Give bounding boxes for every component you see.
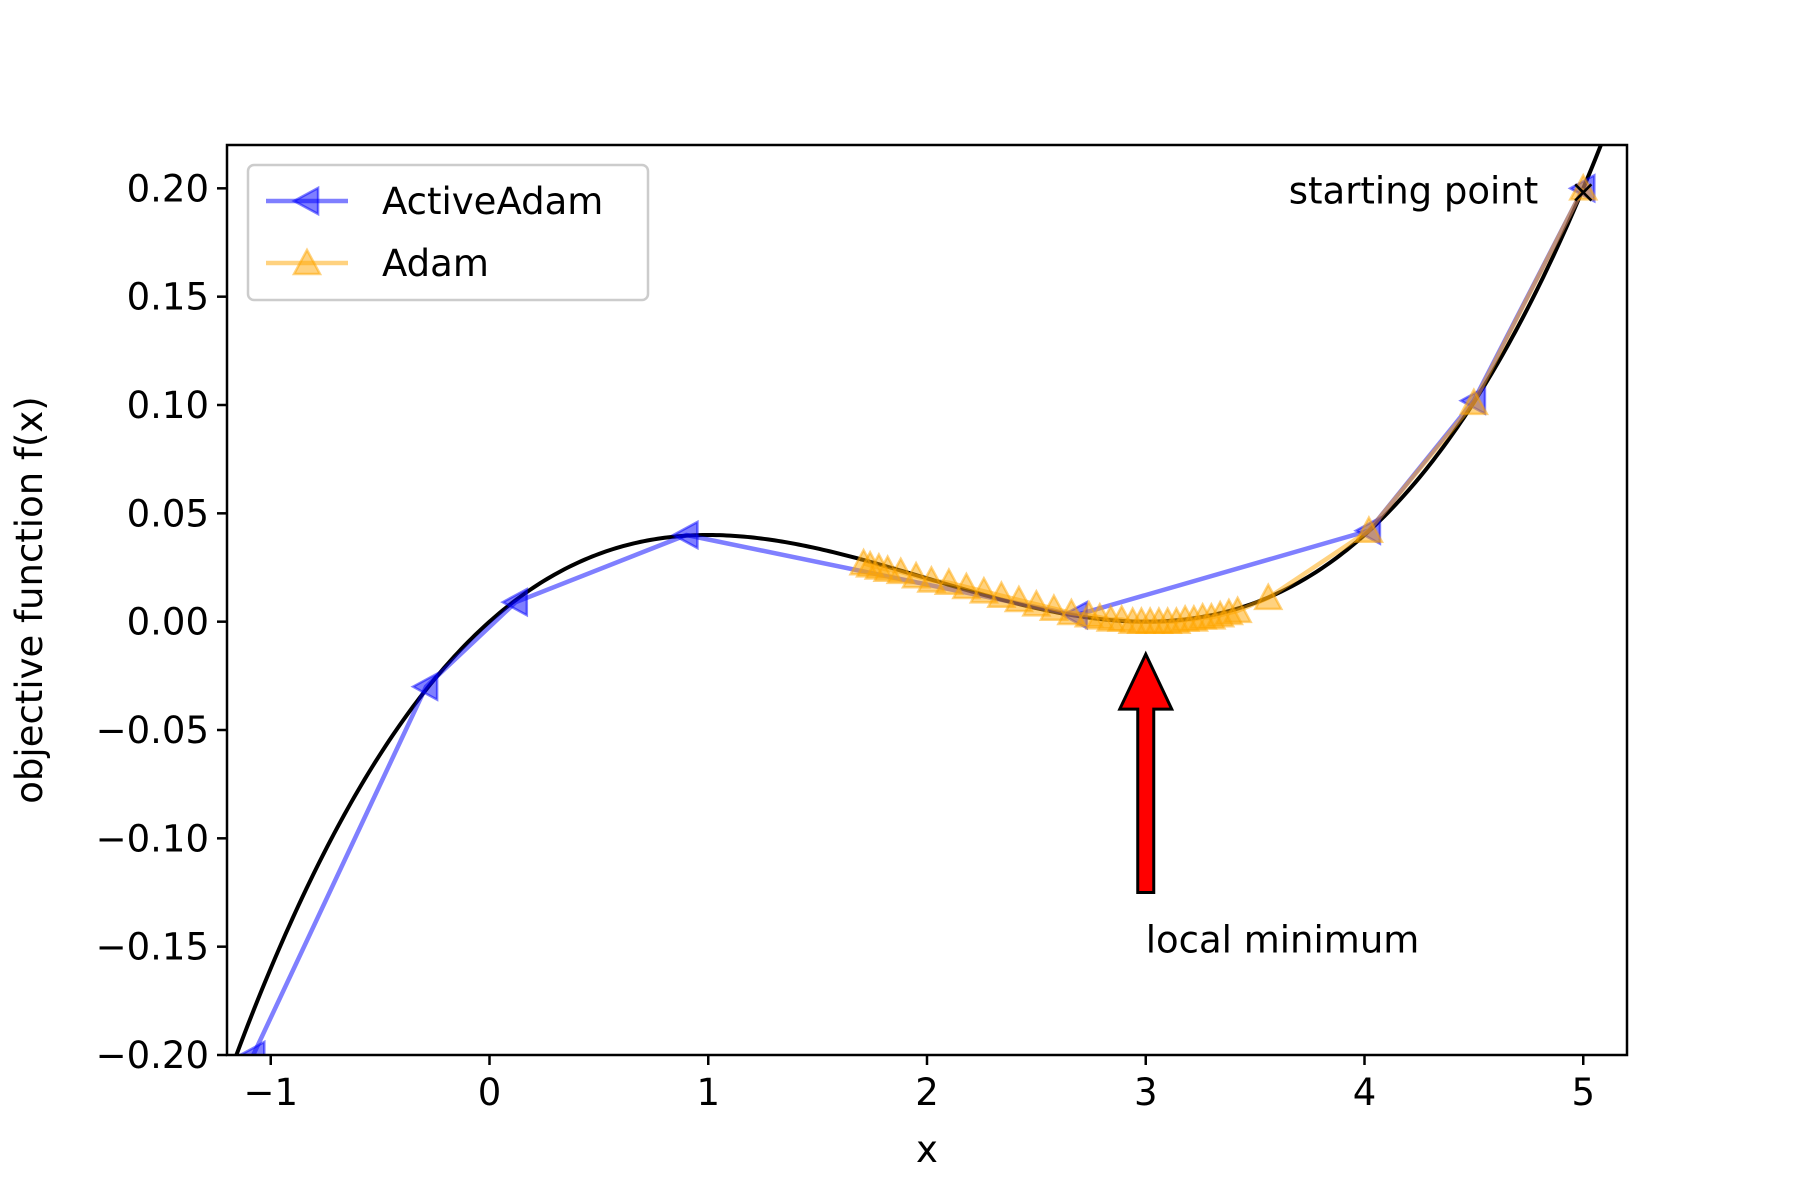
legend-marker-activeadam <box>291 185 320 217</box>
y-tick-label: 0.15 <box>127 276 209 319</box>
data-point-activeadam <box>410 671 439 702</box>
y-tick-label: −0.05 <box>96 709 209 752</box>
x-axis-label: x <box>916 1128 938 1171</box>
x-tick-label: 1 <box>696 1071 720 1114</box>
y-tick-label: 0.20 <box>127 167 209 210</box>
y-tick-label: 0.10 <box>127 384 209 427</box>
legend-item-adam: Adam <box>266 242 489 285</box>
y-tick-label: 0.00 <box>127 601 209 644</box>
legend-item-activeadam: ActiveAdam <box>266 180 603 223</box>
x-tick-label: 0 <box>478 1071 502 1114</box>
data-point-adam <box>848 547 879 576</box>
x-tick-label: −1 <box>243 1071 298 1114</box>
legend-label-activeadam: ActiveAdam <box>382 180 603 223</box>
legend-marker-adam <box>291 247 323 276</box>
x-tick-label: 3 <box>1134 1071 1158 1114</box>
x-tick-label: 4 <box>1353 1071 1377 1114</box>
local-minimum-arrow <box>1117 650 1175 894</box>
y-axis-label: objective function f(x) <box>8 396 51 803</box>
legend-label-adam: Adam <box>382 242 489 285</box>
data-point-adam <box>1458 387 1489 416</box>
axes: −1 0 1 2 3 4 5 −0.20 −0.15 −0.10 −0.05 0.00 0.05 0.10… <box>8 143 1629 1171</box>
data-point-activeadam <box>500 587 529 618</box>
y-tick-label: 0.05 <box>127 492 209 535</box>
data-point-activeadam <box>670 519 699 551</box>
y-tick-label: −0.10 <box>96 817 209 860</box>
data-point-activeadam <box>237 1039 266 1055</box>
starting-point-marker: × <box>1570 172 1597 210</box>
starting-point-label: starting point <box>1289 169 1539 212</box>
x-tick-label: 2 <box>915 1071 939 1114</box>
data-point-adam <box>1568 172 1599 201</box>
data-point-adam <box>1253 582 1284 611</box>
series-adam <box>848 172 1599 634</box>
plot-area: starting point × local minimum <box>234 145 1604 1055</box>
y-tick-label: −0.20 <box>96 1034 209 1077</box>
plot-clipped-group <box>234 145 1604 1055</box>
y-tick-label: −0.15 <box>96 926 209 969</box>
local-minimum-label: local minimum <box>1146 919 1420 962</box>
legend: ActiveAdam Adam <box>246 163 650 302</box>
x-tick-label: 5 <box>1571 1071 1595 1114</box>
data-point-adam <box>1353 515 1384 543</box>
